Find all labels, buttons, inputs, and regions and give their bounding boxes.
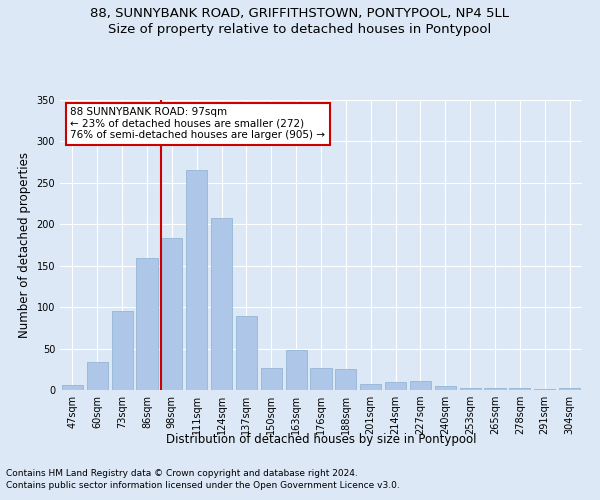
Bar	[211, 218, 232, 390]
Bar	[410, 381, 431, 390]
Bar	[236, 316, 257, 390]
Bar	[335, 370, 356, 390]
Bar	[385, 382, 406, 390]
Bar	[286, 350, 307, 390]
Bar	[559, 388, 580, 390]
Bar	[435, 386, 456, 390]
Bar	[161, 238, 182, 390]
Bar	[310, 368, 332, 390]
Bar	[534, 389, 555, 390]
Bar	[460, 388, 481, 390]
Y-axis label: Number of detached properties: Number of detached properties	[18, 152, 31, 338]
Bar	[112, 312, 133, 390]
Text: Contains public sector information licensed under the Open Government Licence v3: Contains public sector information licen…	[6, 481, 400, 490]
Bar	[484, 388, 506, 390]
Text: 88 SUNNYBANK ROAD: 97sqm
← 23% of detached houses are smaller (272)
76% of semi-: 88 SUNNYBANK ROAD: 97sqm ← 23% of detach…	[70, 108, 325, 140]
Text: Distribution of detached houses by size in Pontypool: Distribution of detached houses by size …	[166, 432, 476, 446]
Bar	[87, 362, 108, 390]
Text: Contains HM Land Registry data © Crown copyright and database right 2024.: Contains HM Land Registry data © Crown c…	[6, 468, 358, 477]
Bar	[360, 384, 381, 390]
Text: 88, SUNNYBANK ROAD, GRIFFITHSTOWN, PONTYPOOL, NP4 5LL: 88, SUNNYBANK ROAD, GRIFFITHSTOWN, PONTY…	[91, 8, 509, 20]
Bar	[261, 368, 282, 390]
Bar	[62, 385, 83, 390]
Bar	[509, 388, 530, 390]
Bar	[136, 258, 158, 390]
Bar	[186, 170, 207, 390]
Text: Size of property relative to detached houses in Pontypool: Size of property relative to detached ho…	[109, 22, 491, 36]
